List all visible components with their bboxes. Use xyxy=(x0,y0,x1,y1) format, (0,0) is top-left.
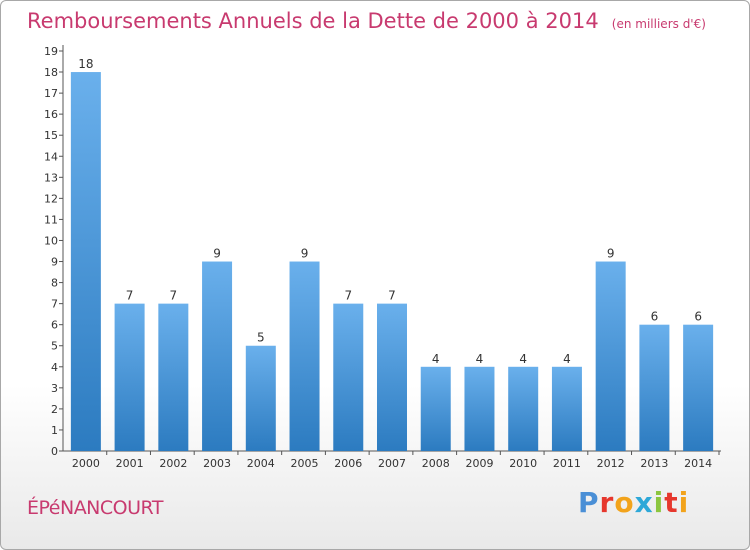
bar xyxy=(639,324,670,451)
y-tick-label: 5 xyxy=(51,340,58,353)
y-tick-label: 0 xyxy=(51,445,58,458)
y-tick-label: 14 xyxy=(44,150,58,163)
bar xyxy=(245,345,276,451)
y-tick-label: 1 xyxy=(51,424,58,437)
logo-letter: i xyxy=(653,486,665,519)
y-tick-label: 3 xyxy=(51,382,58,395)
proxiti-logo: Proxiti xyxy=(578,486,689,519)
data-label: 7 xyxy=(170,289,178,303)
y-tick-label: 13 xyxy=(44,171,58,184)
y-tick-label: 2 xyxy=(51,403,58,416)
y-tick-label: 6 xyxy=(51,319,58,332)
x-tick-label: 2010 xyxy=(509,457,537,470)
x-tick-label: 2000 xyxy=(72,457,100,470)
bar xyxy=(333,303,364,451)
y-tick-label: 11 xyxy=(44,213,58,226)
chart-unit: (en milliers d'€) xyxy=(611,17,706,31)
x-tick-label: 2002 xyxy=(159,457,187,470)
y-tick-label: 19 xyxy=(44,45,58,58)
bar xyxy=(377,303,407,451)
y-tick-label: 15 xyxy=(44,129,58,142)
y-tick-label: 12 xyxy=(44,192,58,205)
y-tick-label: 10 xyxy=(44,234,58,247)
data-label: 7 xyxy=(388,289,396,303)
data-label: 4 xyxy=(563,352,571,366)
bar xyxy=(202,261,233,451)
logo-letter: o xyxy=(614,486,635,519)
x-tick-label: 2011 xyxy=(553,457,581,470)
y-tick-label: 9 xyxy=(51,256,58,269)
x-tick-label: 2009 xyxy=(465,457,493,470)
data-label: 18 xyxy=(78,57,93,71)
bar xyxy=(420,366,451,451)
x-tick-label: 2005 xyxy=(291,457,319,470)
chart-title-text: Remboursements Annuels de la Dette de 20… xyxy=(27,9,599,33)
data-label: 4 xyxy=(476,352,484,366)
y-tick-label: 16 xyxy=(44,108,58,121)
bar xyxy=(289,261,320,451)
x-tick-label: 2004 xyxy=(247,457,275,470)
logo-letter: P xyxy=(578,486,600,519)
bar xyxy=(114,303,145,451)
data-label: 6 xyxy=(651,310,659,324)
data-label: 9 xyxy=(607,247,615,261)
bars xyxy=(70,72,714,451)
logo-letter: r xyxy=(599,486,615,519)
data-label: 9 xyxy=(213,247,221,261)
bar xyxy=(683,324,714,451)
data-label: 6 xyxy=(694,310,702,324)
x-axis: 2000 2001 2002 2003 2004 2005 2006 2007 2008 2009… xyxy=(63,450,721,470)
x-tick-label: 2012 xyxy=(597,457,625,470)
data-label: 7 xyxy=(344,289,352,303)
data-label: 7 xyxy=(126,289,134,303)
data-label: 4 xyxy=(519,352,527,366)
bar xyxy=(158,303,189,451)
y-tick-label: 18 xyxy=(44,66,58,79)
logo-letter: t xyxy=(664,486,679,519)
data-label: 4 xyxy=(432,352,440,366)
logo-letter: x xyxy=(634,486,654,519)
x-tick-label: 2014 xyxy=(684,457,712,470)
bar xyxy=(508,366,539,451)
y-tick-label: 4 xyxy=(51,361,58,374)
y-tick-label: 17 xyxy=(44,87,58,100)
y-tick-label: 7 xyxy=(51,298,58,311)
data-label: 9 xyxy=(301,247,309,261)
x-tick-label: 2006 xyxy=(334,457,362,470)
bar xyxy=(464,366,495,451)
data-labels: 18 7 7 9 5 9 7 7 4 4 4 4 9 6 6 xyxy=(78,57,702,366)
logo-letter: i xyxy=(678,486,690,519)
y-tick-label: 8 xyxy=(51,277,58,290)
chart-title: Remboursements Annuels de la Dette de 20… xyxy=(27,9,706,33)
commune-name: ÉPéNANCOURT xyxy=(27,497,163,519)
bar xyxy=(595,261,626,451)
x-tick-label: 2008 xyxy=(422,457,450,470)
data-label: 5 xyxy=(257,331,265,345)
x-tick-label: 2003 xyxy=(203,457,231,470)
x-tick-label: 2007 xyxy=(378,457,406,470)
bar xyxy=(551,366,582,451)
x-tick-label: 2013 xyxy=(640,457,668,470)
bar xyxy=(70,72,101,451)
x-tick-label: 2001 xyxy=(116,457,144,470)
